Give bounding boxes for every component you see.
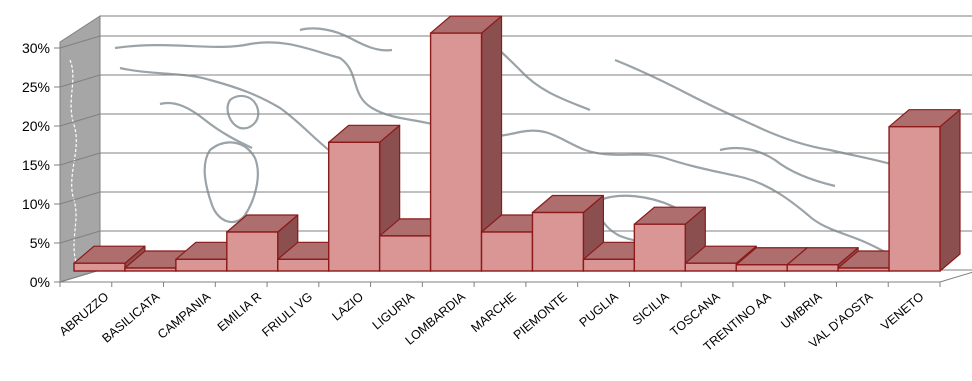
- x-tick-label: LIGURIA: [370, 289, 418, 332]
- x-tick-label: MARCHE: [468, 290, 518, 336]
- bar-lombardia: [429, 15, 503, 272]
- map-outline: [159, 101, 253, 149]
- y-tick-label: 30%: [22, 40, 50, 56]
- side-wall: [59, 15, 101, 283]
- bar-front: [378, 235, 432, 272]
- bar-front: [531, 211, 585, 272]
- gridline: [59, 269, 101, 283]
- map-outline: [203, 141, 259, 224]
- x-tick-label: VENETO: [878, 289, 926, 333]
- bar-front: [429, 32, 483, 272]
- gridline: [59, 152, 101, 166]
- bar-front: [837, 267, 890, 272]
- bar-sicilia: [633, 206, 706, 272]
- bar-front: [73, 262, 126, 272]
- map-outline: [226, 94, 260, 130]
- bar-veneto: [888, 109, 961, 272]
- bar-front: [480, 231, 534, 272]
- y-tick-label: 0%: [30, 274, 50, 290]
- gridline: [59, 230, 101, 244]
- bar-front: [786, 264, 839, 272]
- x-tick-label: PUGLIA: [577, 289, 622, 330]
- y-axis-ticks: 0% 5% 10% 15% 20% 25% 30%: [22, 40, 940, 290]
- gridline: [59, 191, 101, 205]
- y-tick-label: 5%: [30, 235, 50, 251]
- y-tick-label: 20%: [22, 118, 50, 134]
- y-tick-label: 15%: [22, 157, 50, 173]
- x-tick-label: PIEMONTE: [511, 290, 570, 343]
- bar-front: [633, 223, 686, 272]
- x-tick-label: FRIULI VG: [259, 290, 315, 340]
- bars: [73, 15, 961, 272]
- bar-front: [582, 258, 636, 272]
- map-outline: [614, 58, 906, 170]
- floor: [59, 269, 972, 283]
- bar-front: [226, 231, 279, 272]
- x-tick-label: EMILIA R: [215, 290, 264, 335]
- gridline: [59, 113, 101, 127]
- bar-front: [277, 258, 330, 272]
- bar-front: [888, 125, 941, 272]
- bar-front: [735, 264, 788, 272]
- gridline: [59, 35, 101, 49]
- gridline: [59, 74, 101, 88]
- x-tick-label: SICILIA: [630, 289, 673, 328]
- italy-map-background: [69, 27, 919, 270]
- map-outline: [719, 146, 836, 188]
- map-outline: [114, 41, 919, 270]
- bar-side: [939, 109, 961, 272]
- y-tick-label: 25%: [22, 79, 50, 95]
- x-tick-label: UMBRIA: [778, 289, 825, 331]
- bar-front: [684, 262, 737, 272]
- map-outline: [69, 59, 77, 263]
- x-tick-label: LAZIO: [329, 289, 366, 323]
- bar-front: [328, 141, 381, 272]
- bar-front: [175, 258, 228, 272]
- map-outline: [299, 27, 393, 52]
- bar-front: [124, 267, 177, 272]
- y-tick-label: 10%: [22, 196, 50, 212]
- x-tick-label: CAMPANIA: [155, 289, 214, 342]
